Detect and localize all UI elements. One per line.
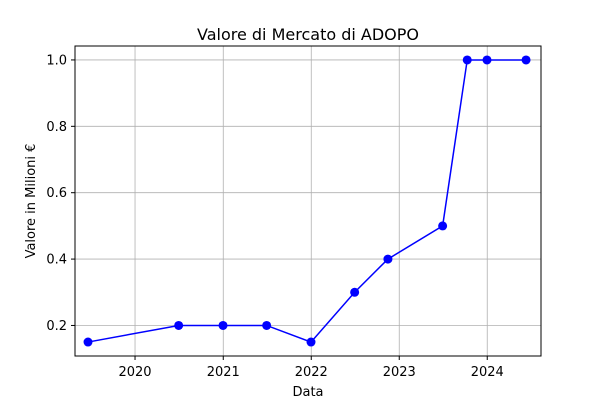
y-tick-label: 0.6 [46, 186, 67, 201]
data-point-marker [350, 287, 360, 297]
data-points [83, 55, 531, 347]
data-point-marker [262, 320, 272, 330]
x-axis-ticks: 2020 2021 2022 2023 2024 [118, 356, 504, 380]
x-tick-label: 2023 [383, 365, 416, 380]
chart-title: Valore di Mercato di ADOPO [197, 25, 419, 44]
plot-area-frame [74, 45, 542, 357]
data-point-marker [383, 254, 393, 264]
data-point-marker [174, 320, 184, 330]
y-tick-label: 1.0 [46, 53, 67, 68]
y-axis-label: Valore in Milioni € [24, 144, 39, 259]
data-point-marker [306, 337, 316, 347]
y-axis-ticks: 0.2 0.4 0.6 0.8 1.0 [46, 53, 75, 334]
data-point-marker [462, 55, 472, 65]
x-tick-label: 2020 [118, 365, 151, 380]
data-point-marker [438, 221, 448, 231]
x-tick-label: 2021 [207, 365, 240, 380]
y-tick-label: 0.8 [46, 120, 67, 135]
x-axis-label: Data [292, 385, 323, 400]
data-point-marker [521, 55, 531, 65]
y-tick-label: 0.2 [46, 319, 67, 334]
data-point-marker [218, 320, 228, 330]
data-point-marker [83, 337, 93, 347]
x-tick-label: 2022 [295, 365, 328, 380]
x-tick-label: 2024 [471, 365, 504, 380]
y-tick-label: 0.4 [46, 253, 67, 268]
data-point-marker [482, 55, 492, 65]
